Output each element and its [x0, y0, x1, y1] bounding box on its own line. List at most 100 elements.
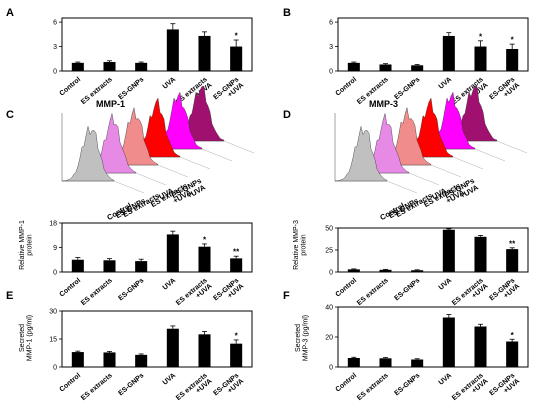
y-axis-label: SecretedMMP-3 (pg/ml)	[295, 315, 309, 361]
y-axis-label: SecretedMMP-1 (pg/ml)	[19, 315, 33, 361]
category-label: ES extracts+UVA	[451, 372, 490, 405]
floor-grid-line	[113, 180, 145, 194]
floor-grid-line	[135, 172, 167, 186]
category-label: Control	[335, 277, 359, 298]
category-label: ES-GNPs	[393, 372, 421, 397]
histogram-title: MMP-3	[369, 99, 398, 109]
y-tick-label: 0	[53, 69, 57, 76]
y-tick-label: 0	[53, 270, 57, 277]
y-tick-label: 18	[49, 221, 57, 228]
bar	[347, 62, 360, 71]
significance-mark: **	[233, 248, 240, 257]
plot-frame	[337, 227, 529, 273]
category-label: ES-GNPs+UVA	[212, 372, 245, 403]
category-label: Control	[59, 76, 83, 97]
category-label: ES-GNPs	[393, 76, 421, 101]
plot-frame	[61, 310, 253, 368]
category-label: Control	[335, 76, 359, 97]
bar	[230, 258, 243, 272]
significance-mark: *	[479, 32, 483, 41]
category-label: ES-GNPs+UVA	[488, 277, 521, 308]
category-label: ES extracts	[80, 277, 114, 307]
category-label: ES-GNPs+UVA	[488, 76, 521, 107]
panel-label-E: E	[6, 290, 13, 302]
floor-grid-line	[223, 140, 255, 154]
y-tick-label: 6	[329, 20, 333, 27]
category-label: ES-GNPs+UVA	[488, 372, 521, 403]
category-label: ES-GNPs	[117, 76, 145, 101]
bar	[379, 269, 392, 272]
y-axis-label: Relative MMP-1protein	[19, 220, 33, 270]
floor-grid-line	[157, 164, 189, 178]
significance-mark: *	[235, 32, 239, 41]
bar	[198, 246, 211, 272]
y-tick-label: 40	[325, 305, 333, 312]
category-label: Control	[59, 372, 83, 393]
y-tick-label: 3	[53, 44, 57, 51]
category-label: ES extracts	[80, 372, 114, 402]
y-tick-label: 6	[53, 20, 57, 27]
bar	[379, 358, 392, 367]
bar	[506, 48, 519, 71]
category-label: ES-GNPs+UVA	[212, 277, 245, 308]
floor-grid-line	[430, 164, 462, 178]
bar	[103, 62, 116, 71]
category-label: ES-GNPs+UVA	[212, 76, 245, 107]
y-tick-label: 0	[53, 365, 57, 372]
plot-frame	[61, 222, 253, 273]
floor-grid-line	[474, 148, 506, 162]
floor-grid-line	[452, 156, 484, 170]
y-tick-label: 30	[49, 309, 57, 316]
category-label: Control	[59, 277, 83, 298]
bar	[135, 62, 148, 71]
floor-grid-line	[386, 180, 418, 194]
bar	[166, 29, 179, 72]
bar	[442, 317, 455, 367]
bar	[474, 326, 487, 367]
bar	[379, 64, 392, 71]
significance-mark: *	[511, 36, 515, 45]
floor-grid-line	[201, 148, 233, 162]
bar	[166, 328, 179, 367]
category-label: UVA	[162, 76, 177, 91]
plot-frame	[337, 306, 529, 368]
y-tick-label: 25	[325, 248, 333, 255]
category-label: UVA	[162, 277, 177, 292]
category-label: ES-GNPs	[117, 372, 145, 397]
bar	[71, 62, 84, 71]
bar	[71, 352, 84, 367]
panel-label-B: B	[283, 7, 291, 19]
bar	[103, 352, 116, 367]
floor-grid-line	[496, 140, 528, 154]
bar	[71, 259, 84, 272]
bar	[135, 354, 148, 367]
y-tick-label: 0	[329, 270, 333, 277]
floor-grid-line	[408, 172, 440, 186]
floor-grid-line	[179, 156, 211, 170]
significance-mark: *	[203, 235, 207, 244]
y-axis-label: Relative MMP-3protein	[293, 220, 307, 270]
bar	[411, 359, 424, 367]
bar	[411, 65, 424, 71]
y-tick-label: 0	[329, 365, 333, 372]
category-label: ES-GNPs	[117, 277, 145, 302]
bar	[474, 236, 487, 272]
significance-mark: *	[511, 331, 515, 340]
category-label: Control	[335, 372, 359, 393]
category-label: UVA	[438, 76, 453, 91]
category-label: UVA	[438, 372, 453, 387]
bar	[347, 358, 360, 367]
panel-label-D: D	[283, 109, 291, 121]
y-tick-label: 50	[325, 226, 333, 233]
category-label: ES-GNPs	[393, 277, 421, 302]
y-tick-label: 0	[329, 69, 333, 76]
bar	[474, 46, 487, 71]
bar	[506, 249, 519, 272]
